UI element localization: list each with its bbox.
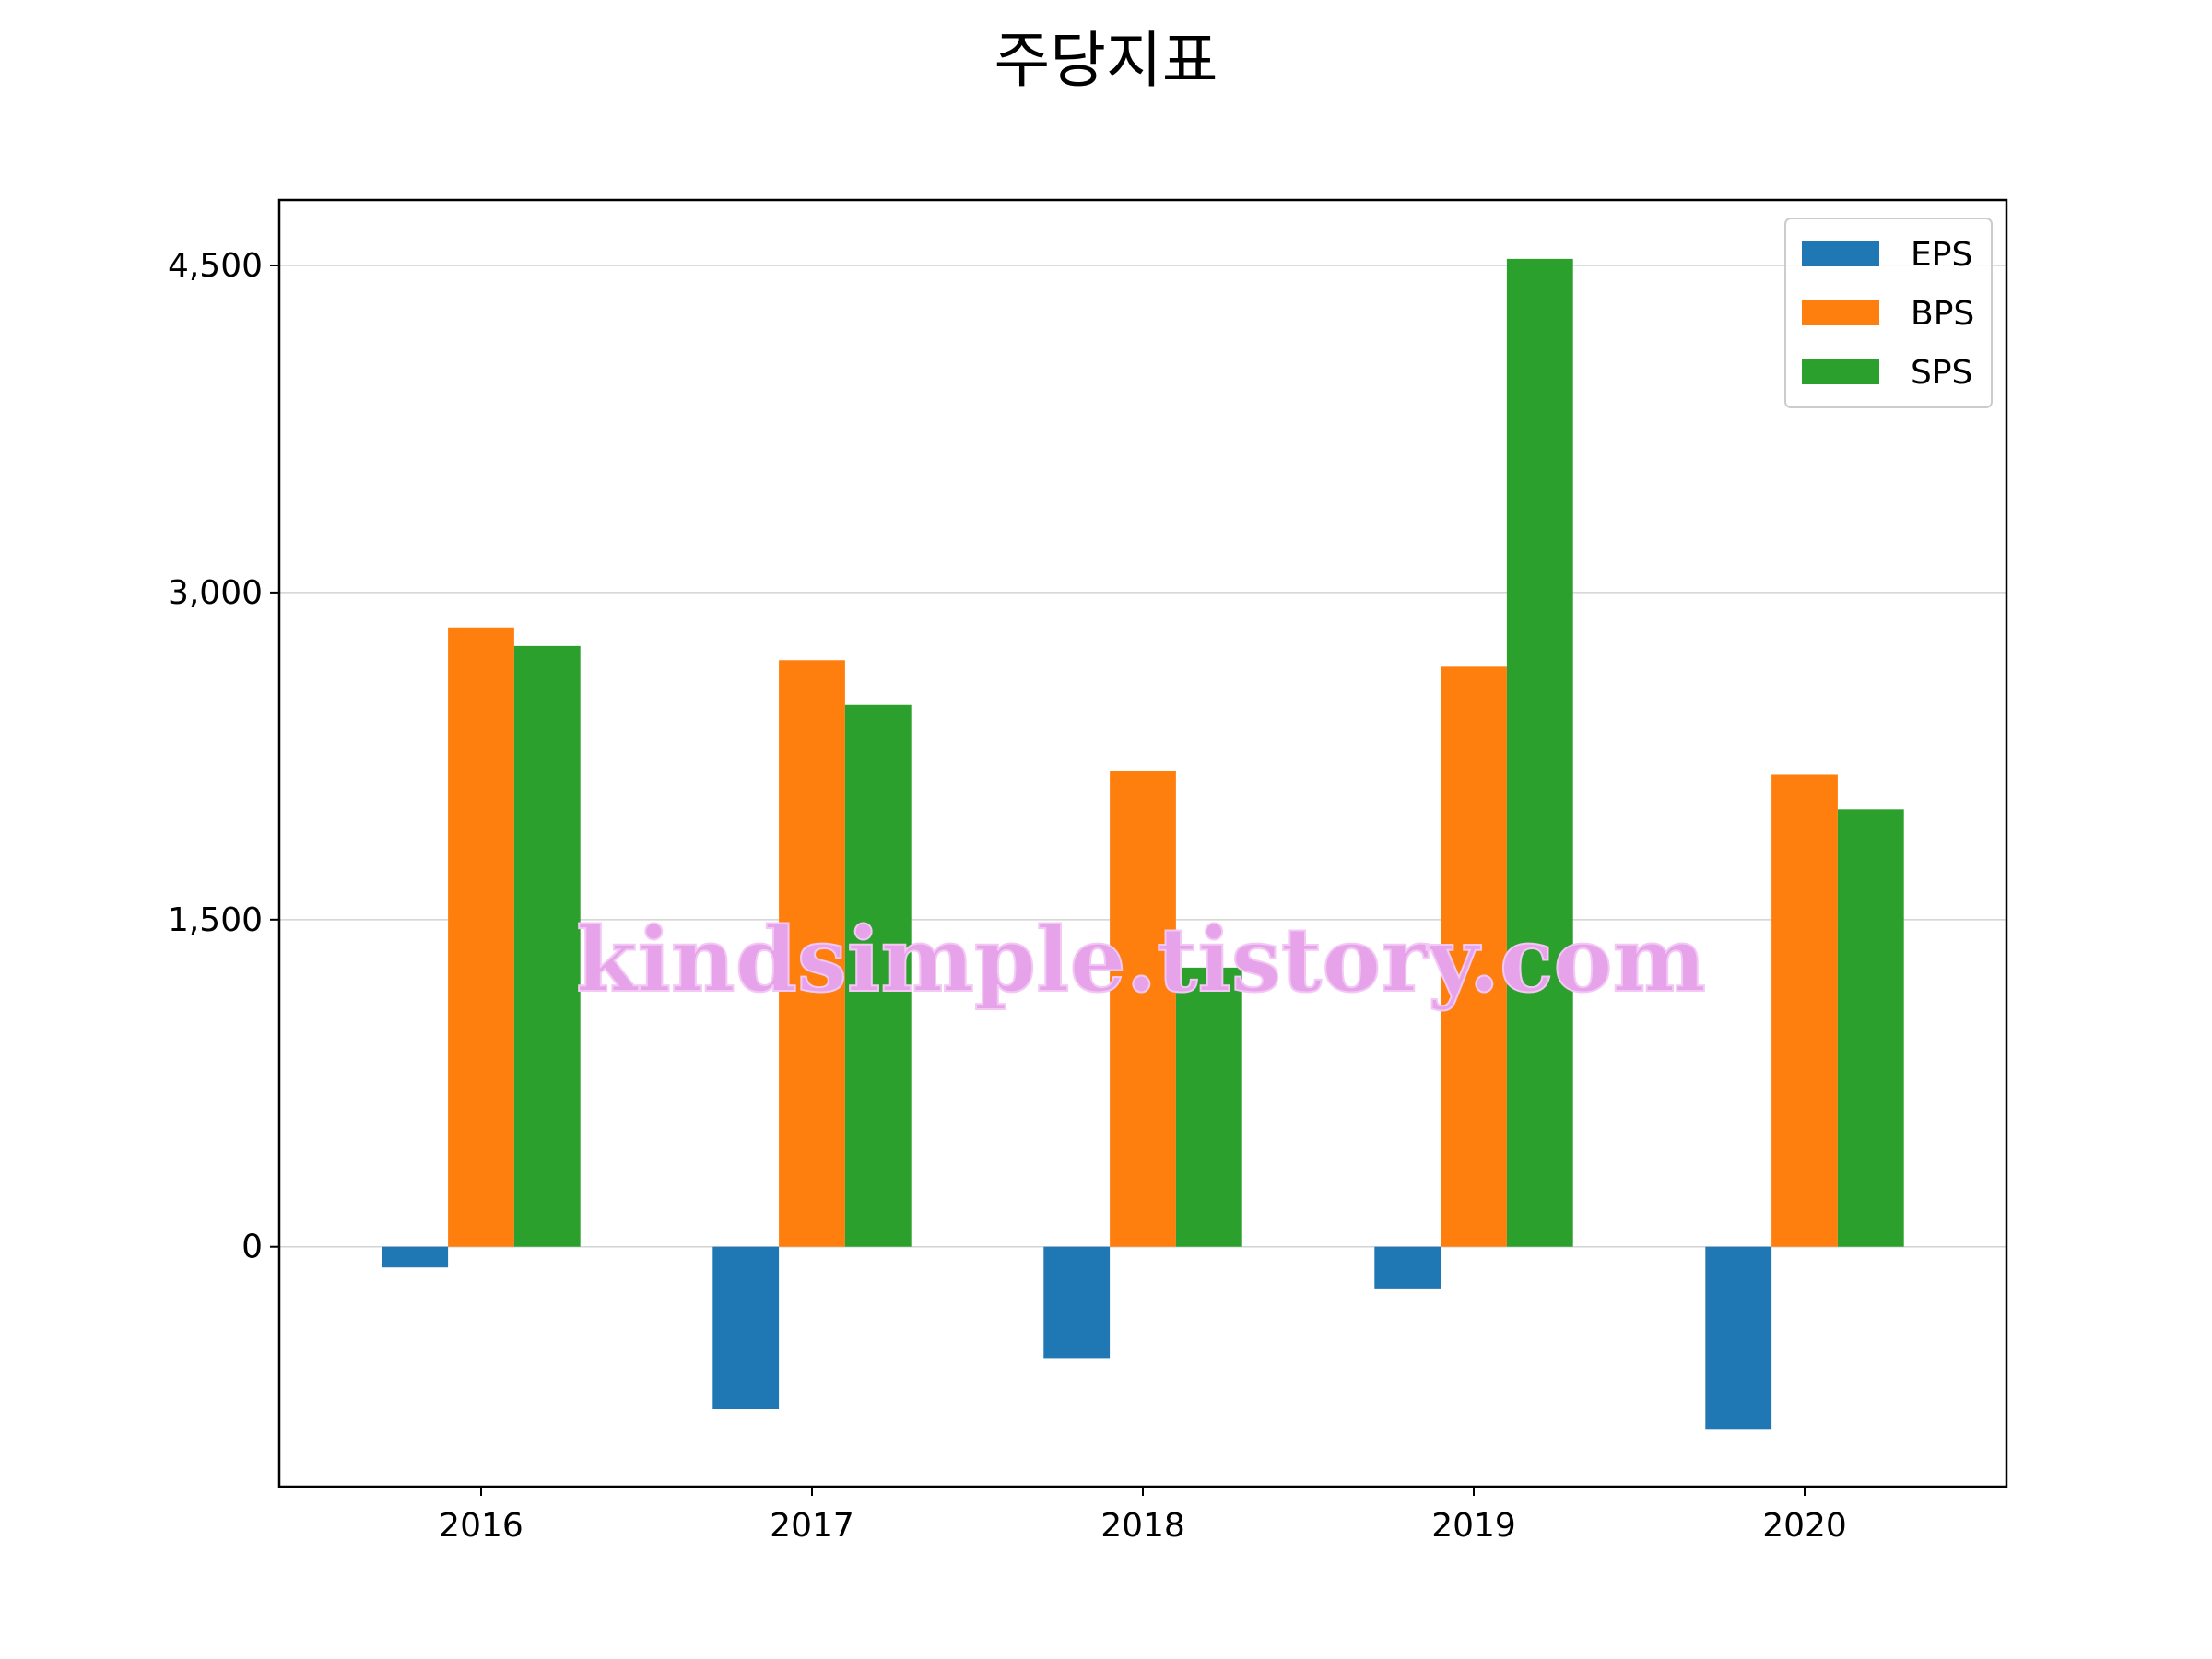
bar-sps [844,704,912,1247]
y-tick-label: 4,500 [168,247,263,285]
legend-swatch-bps [1802,300,1879,325]
y-tick-label: 3,000 [168,574,263,612]
x-tick-label: 2016 [439,1507,524,1545]
bar-eps [1705,1246,1772,1430]
y-tick-label: 0 [241,1229,263,1266]
legend-swatch-eps [1802,241,1879,266]
bars [382,258,1904,1430]
bar-bps [1110,771,1176,1247]
bar-eps [712,1246,780,1410]
x-tick-label: 2018 [1100,1507,1185,1545]
legend-label-sps: SPS [1911,354,1972,392]
bar-eps [382,1246,449,1268]
bar-bps [779,660,845,1247]
legend-label-eps: EPS [1911,236,1972,274]
legend-swatch-sps [1802,359,1879,384]
bar-sps [1837,809,1904,1247]
bar-bps [1771,774,1838,1247]
bar-eps [1374,1246,1441,1289]
watermark-text: kindsimple.tistory.com [576,908,1706,1012]
bar-eps [1043,1246,1111,1359]
bar-bps [1441,666,1507,1247]
x-tick-label: 2017 [770,1507,854,1545]
bar-sps [513,645,581,1247]
x-tick-label: 2019 [1431,1507,1516,1545]
legend: EPS BPS SPS [1784,218,1993,408]
chart-title: 주당지표 [994,25,1218,96]
x-tick-label: 2020 [1762,1507,1847,1545]
bar-sps [1506,258,1573,1247]
legend-label-bps: BPS [1911,295,1974,333]
bar-bps [448,627,514,1247]
bar-sps [1175,967,1242,1247]
y-tick-label: 1,500 [168,901,263,939]
axes: 0 1,500 3,000 4,500 2016 2017 2018 2019 2020 [168,198,2008,1545]
